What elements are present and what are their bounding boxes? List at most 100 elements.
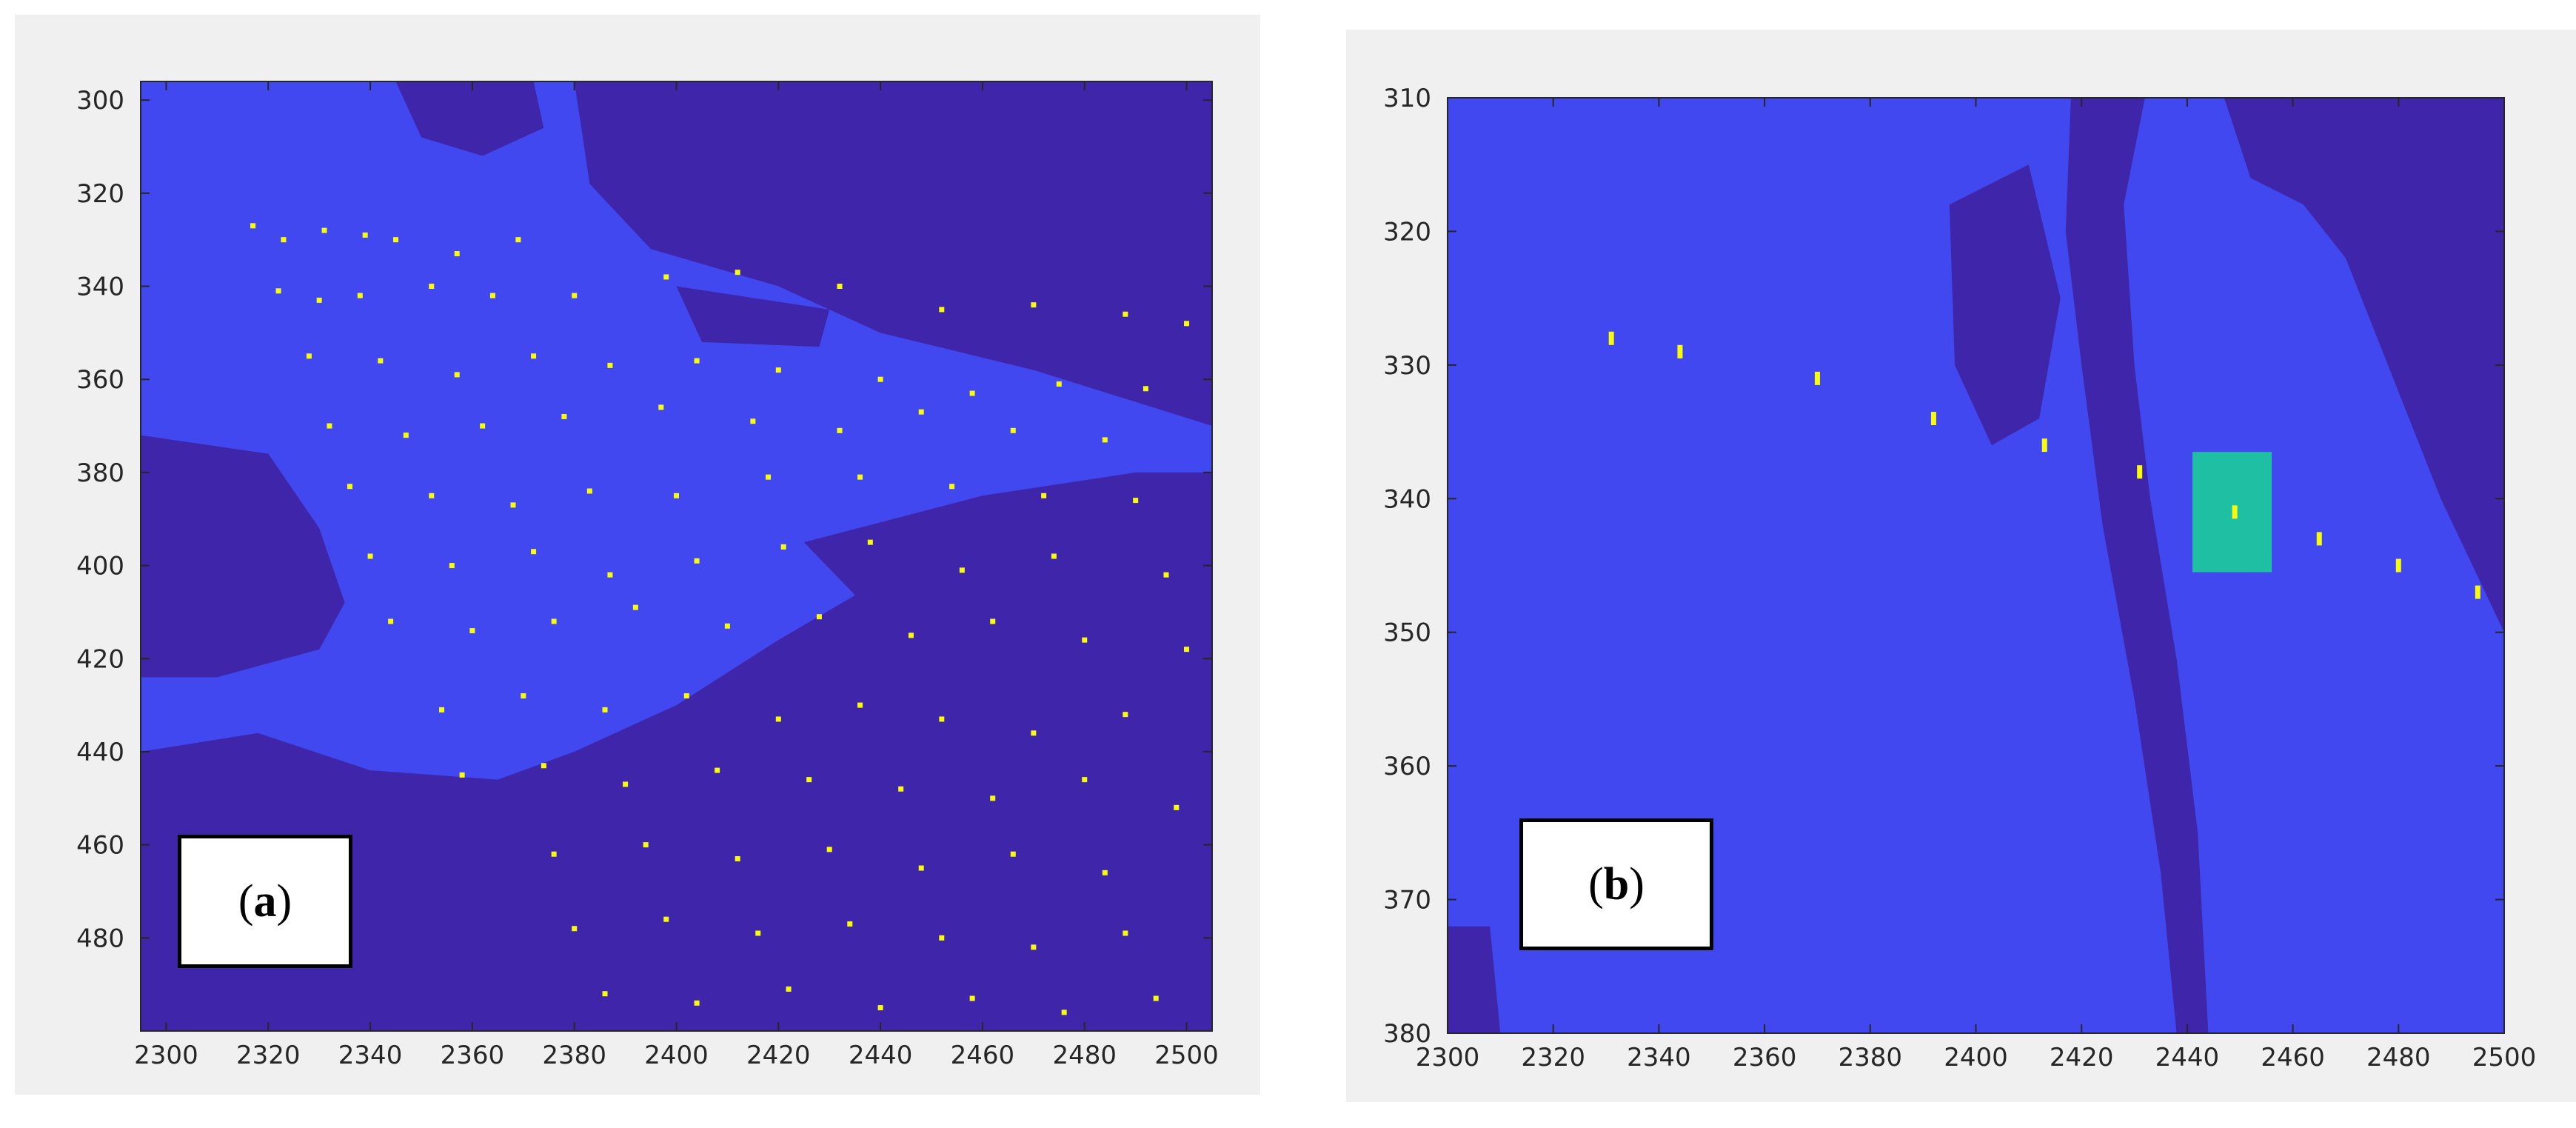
x-tick-label: 2420	[746, 1041, 811, 1070]
point-marker	[1163, 572, 1169, 578]
point-marker	[694, 358, 700, 364]
point-marker	[403, 433, 409, 438]
point-marker	[489, 293, 495, 298]
point-marker	[806, 777, 812, 783]
dark-region	[676, 286, 830, 347]
point-marker	[2475, 585, 2480, 599]
point-marker	[2395, 558, 2401, 573]
point-marker	[2137, 465, 2143, 479]
point-marker	[1814, 371, 1820, 385]
panel-label-a-close: )	[276, 875, 292, 927]
point-marker	[551, 851, 557, 857]
y-tick-label: 480	[76, 924, 124, 953]
point-marker	[1082, 637, 1088, 643]
point-marker	[837, 284, 843, 290]
point-marker	[658, 404, 664, 410]
dark-region	[803, 472, 1212, 621]
point-marker	[480, 423, 486, 429]
markers-a	[250, 223, 1190, 1015]
point-marker	[306, 353, 312, 359]
dark-regions-b	[1448, 98, 2504, 1033]
point-marker	[683, 693, 689, 699]
point-marker	[362, 232, 368, 238]
markers-b	[1608, 331, 2480, 599]
highlight-rect	[2192, 452, 2272, 573]
point-marker	[857, 474, 863, 480]
point-marker	[918, 865, 924, 871]
x-tick-label: 2460	[2261, 1043, 2325, 1072]
point-marker	[674, 493, 679, 498]
panel-label-a-letter: a	[253, 875, 277, 927]
y-tick-label: 300	[76, 86, 124, 116]
point-marker	[1031, 730, 1037, 736]
y-tick-label: 340	[76, 273, 124, 302]
x-tick-label: 2380	[1839, 1043, 1903, 1072]
axes-frame-b	[1447, 97, 2505, 1034]
point-marker	[877, 1005, 883, 1011]
point-marker	[775, 367, 781, 373]
point-marker	[2041, 438, 2047, 453]
point-marker	[2232, 505, 2238, 519]
point-marker	[816, 614, 822, 620]
x-tick-label: 2320	[236, 1041, 301, 1070]
point-marker	[857, 702, 863, 708]
point-marker	[607, 572, 613, 578]
point-marker	[939, 716, 945, 722]
point-marker	[1102, 870, 1108, 875]
x-tick-label: 2300	[134, 1041, 198, 1070]
point-marker	[572, 926, 578, 932]
point-marker	[766, 474, 772, 480]
point-marker	[454, 251, 460, 257]
point-marker	[439, 707, 445, 712]
point-marker	[1031, 944, 1037, 950]
point-marker	[837, 427, 843, 433]
point-marker	[388, 618, 394, 624]
point-marker	[1153, 995, 1159, 1001]
point-marker	[531, 549, 537, 555]
x-tick-label: 2440	[2155, 1043, 2220, 1072]
panel-label-a: (a)	[178, 835, 352, 968]
point-marker	[510, 502, 516, 508]
point-marker	[724, 623, 730, 629]
point-marker	[561, 413, 567, 419]
point-marker	[694, 558, 700, 564]
point-marker	[1174, 804, 1180, 810]
point-marker	[1608, 331, 1614, 345]
point-marker	[1010, 427, 1016, 433]
y-tick-label: 320	[1383, 217, 1431, 247]
highlight-box-b	[2192, 452, 2272, 573]
y-tick-label: 380	[1383, 1019, 1431, 1049]
point-marker	[393, 237, 399, 243]
point-marker	[969, 390, 975, 396]
point-marker	[1056, 381, 1062, 387]
point-marker	[715, 767, 720, 773]
y-tick-label: 310	[1383, 84, 1431, 113]
point-marker	[1082, 777, 1088, 783]
point-marker	[877, 376, 883, 382]
x-tick-label: 2360	[441, 1041, 505, 1070]
point-marker	[826, 847, 832, 852]
panel-label-b-close: )	[1629, 858, 1645, 910]
point-marker	[750, 418, 756, 424]
panel-label-b-open: (	[1588, 858, 1604, 910]
x-tick-label: 2400	[644, 1041, 709, 1070]
point-marker	[275, 288, 281, 294]
point-marker	[1123, 712, 1128, 718]
x-tick-label: 2460	[951, 1041, 1015, 1070]
point-marker	[898, 786, 904, 792]
point-marker	[694, 1000, 700, 1006]
panel-label-b-letter: b	[1603, 858, 1630, 910]
point-marker	[357, 293, 363, 298]
point-marker	[602, 991, 608, 997]
x-tick-label: 2300	[1416, 1043, 1480, 1072]
point-marker	[908, 633, 914, 638]
x-tick-label: 2340	[338, 1041, 403, 1070]
x-tick-label: 2480	[1052, 1041, 1117, 1070]
point-marker	[572, 293, 578, 298]
point-marker	[969, 995, 975, 1001]
dark-region	[395, 81, 544, 156]
point-marker	[1930, 412, 1936, 426]
point-marker	[663, 916, 669, 922]
x-tick-label: 2400	[1944, 1043, 2008, 1072]
